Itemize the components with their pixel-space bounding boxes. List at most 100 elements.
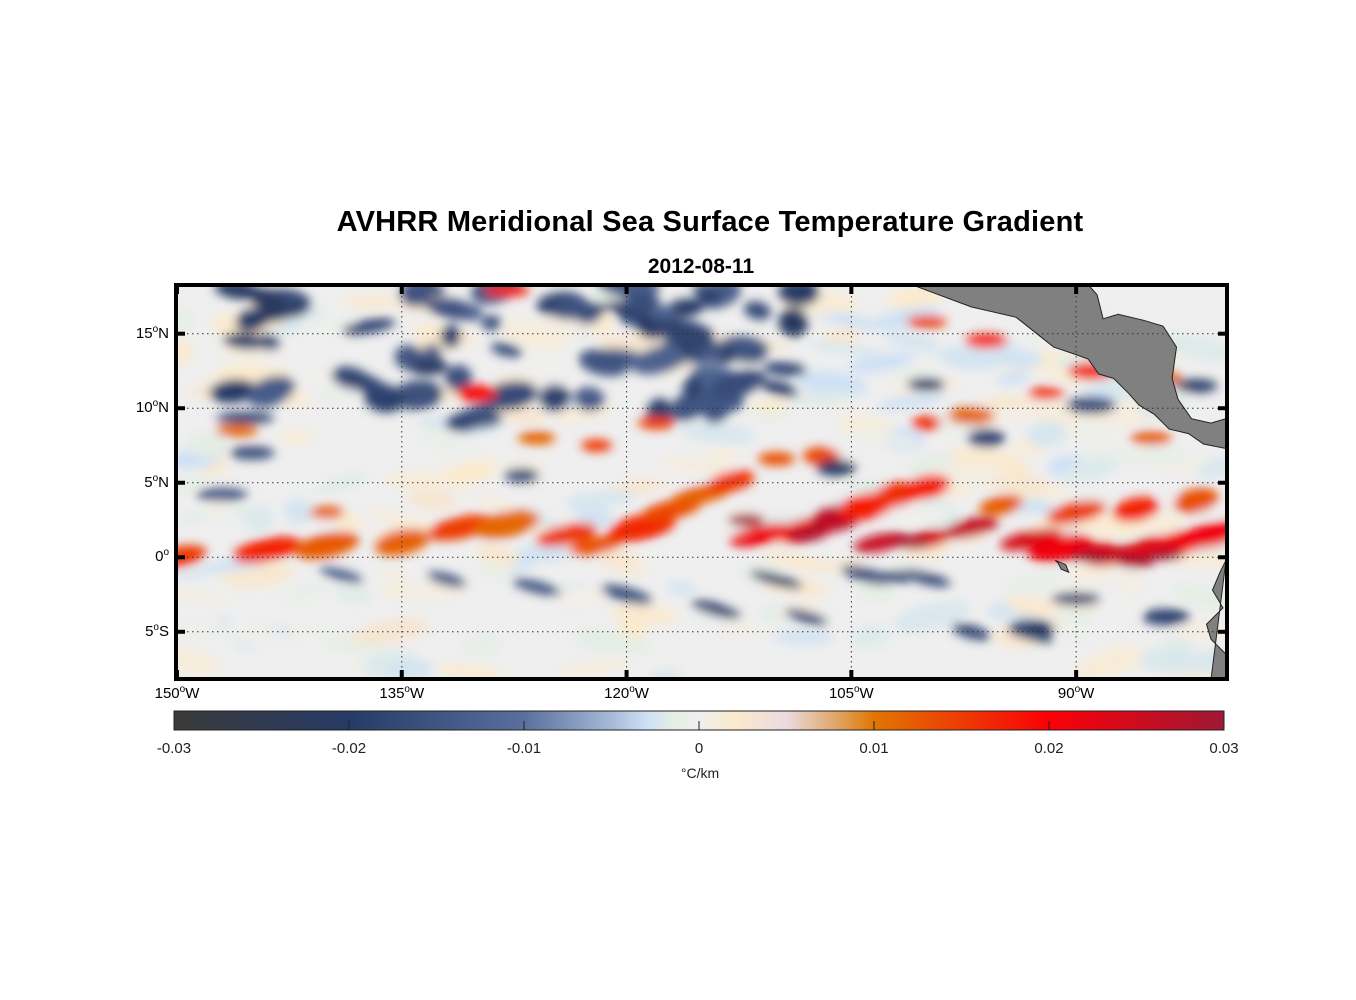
field-cell (407, 488, 457, 511)
sst-gradient-field (177, 287, 1226, 678)
colorbar-units-label: °C/km (680, 765, 720, 781)
field-cell (811, 611, 870, 630)
field-cell (333, 368, 389, 395)
field-cell (528, 352, 571, 373)
field-cell (1180, 521, 1226, 548)
field-cell (445, 364, 472, 392)
field-cell (996, 371, 1030, 386)
field-cell (177, 545, 207, 570)
field-cell (951, 623, 991, 641)
field-cell (906, 315, 947, 329)
field-cell (703, 404, 729, 424)
field-cell (858, 579, 894, 602)
field-cell (651, 318, 715, 345)
field-cell (751, 399, 790, 411)
field-cell (284, 498, 313, 525)
field-cell (1195, 455, 1226, 478)
field-cell (666, 582, 697, 595)
field-cell (749, 570, 803, 589)
field-cell (440, 324, 461, 348)
field-cell (699, 346, 725, 362)
field-cell (214, 287, 262, 300)
field-cell (808, 340, 886, 358)
field-cell (517, 431, 556, 445)
field-cell (841, 565, 892, 585)
field-cell (1131, 446, 1191, 467)
tick-hemisphere: W (634, 685, 649, 702)
x-tick-label: 90oW (1036, 684, 1116, 702)
field-cell (907, 377, 946, 391)
degree-symbol: o (152, 472, 159, 484)
tick-degrees: 5 (145, 622, 154, 640)
field-cell (1059, 458, 1117, 483)
field-cell (788, 389, 863, 404)
tick-degrees: 150 (154, 685, 180, 702)
field-cell (177, 586, 231, 605)
field-cell (1051, 592, 1102, 606)
field-cell (333, 586, 372, 604)
field-cell (664, 459, 733, 473)
field-cell (538, 384, 571, 412)
field-cell (911, 415, 942, 432)
field-cell (848, 353, 914, 373)
degree-symbol: o (853, 684, 860, 695)
colorbar-tick-label: 0.03 (1209, 740, 1239, 757)
degree-symbol: o (404, 684, 410, 695)
field-cell (1115, 569, 1146, 595)
field-cell (177, 646, 223, 675)
field-cell (1026, 421, 1067, 447)
colorbar (173, 710, 1225, 731)
field-cell (262, 471, 329, 494)
field-cell (985, 395, 1035, 409)
tick-degrees: 0 (155, 548, 164, 566)
field-cell (463, 634, 502, 657)
field-cell (743, 301, 772, 320)
field-cell (177, 341, 194, 364)
field-cell (997, 460, 1033, 476)
field-cell (359, 577, 411, 589)
tick-hemisphere: W (859, 685, 874, 702)
field-blobs (177, 287, 1226, 678)
field-cell (351, 618, 430, 645)
y-tick-label: 5oN (99, 473, 169, 491)
degree-symbol: o (163, 547, 169, 559)
x-tick-label: 135oW (362, 684, 442, 702)
field-cell (227, 627, 304, 652)
field-cell (1002, 569, 1066, 596)
field-cell (556, 659, 631, 677)
field-cell (778, 307, 809, 338)
field-cell (555, 296, 593, 320)
tick-degrees: 120 (604, 685, 630, 702)
field-cell (204, 501, 233, 518)
field-cell (1138, 649, 1212, 674)
field-cell (578, 349, 630, 377)
field-cell (885, 331, 940, 352)
field-cell (947, 406, 995, 425)
field-cell (649, 670, 683, 678)
degree-symbol: o (153, 621, 159, 633)
field-cell (1174, 379, 1218, 393)
colorbar-tick-label: 0 (694, 740, 704, 757)
field-cell (481, 315, 502, 331)
field-cell (759, 380, 799, 397)
field-cell (731, 665, 807, 678)
field-cell (1066, 396, 1117, 414)
field-cell (636, 548, 680, 572)
field-cell (1148, 548, 1185, 561)
field-cell (1068, 562, 1119, 581)
field-cell (1000, 528, 1063, 551)
field-cell (1141, 608, 1191, 625)
field-cell (215, 424, 259, 437)
field-cell (853, 532, 910, 553)
field-cell (762, 552, 839, 572)
field-cell (1118, 555, 1155, 568)
field-cell (697, 287, 722, 306)
field-cell (631, 344, 692, 375)
field-cell (319, 567, 365, 584)
tick-hemisphere: N (158, 473, 169, 491)
field-cell (342, 318, 396, 335)
field-cell (1005, 595, 1056, 617)
field-cell (848, 429, 920, 447)
field-cell (512, 578, 562, 596)
field-cell (409, 359, 449, 375)
